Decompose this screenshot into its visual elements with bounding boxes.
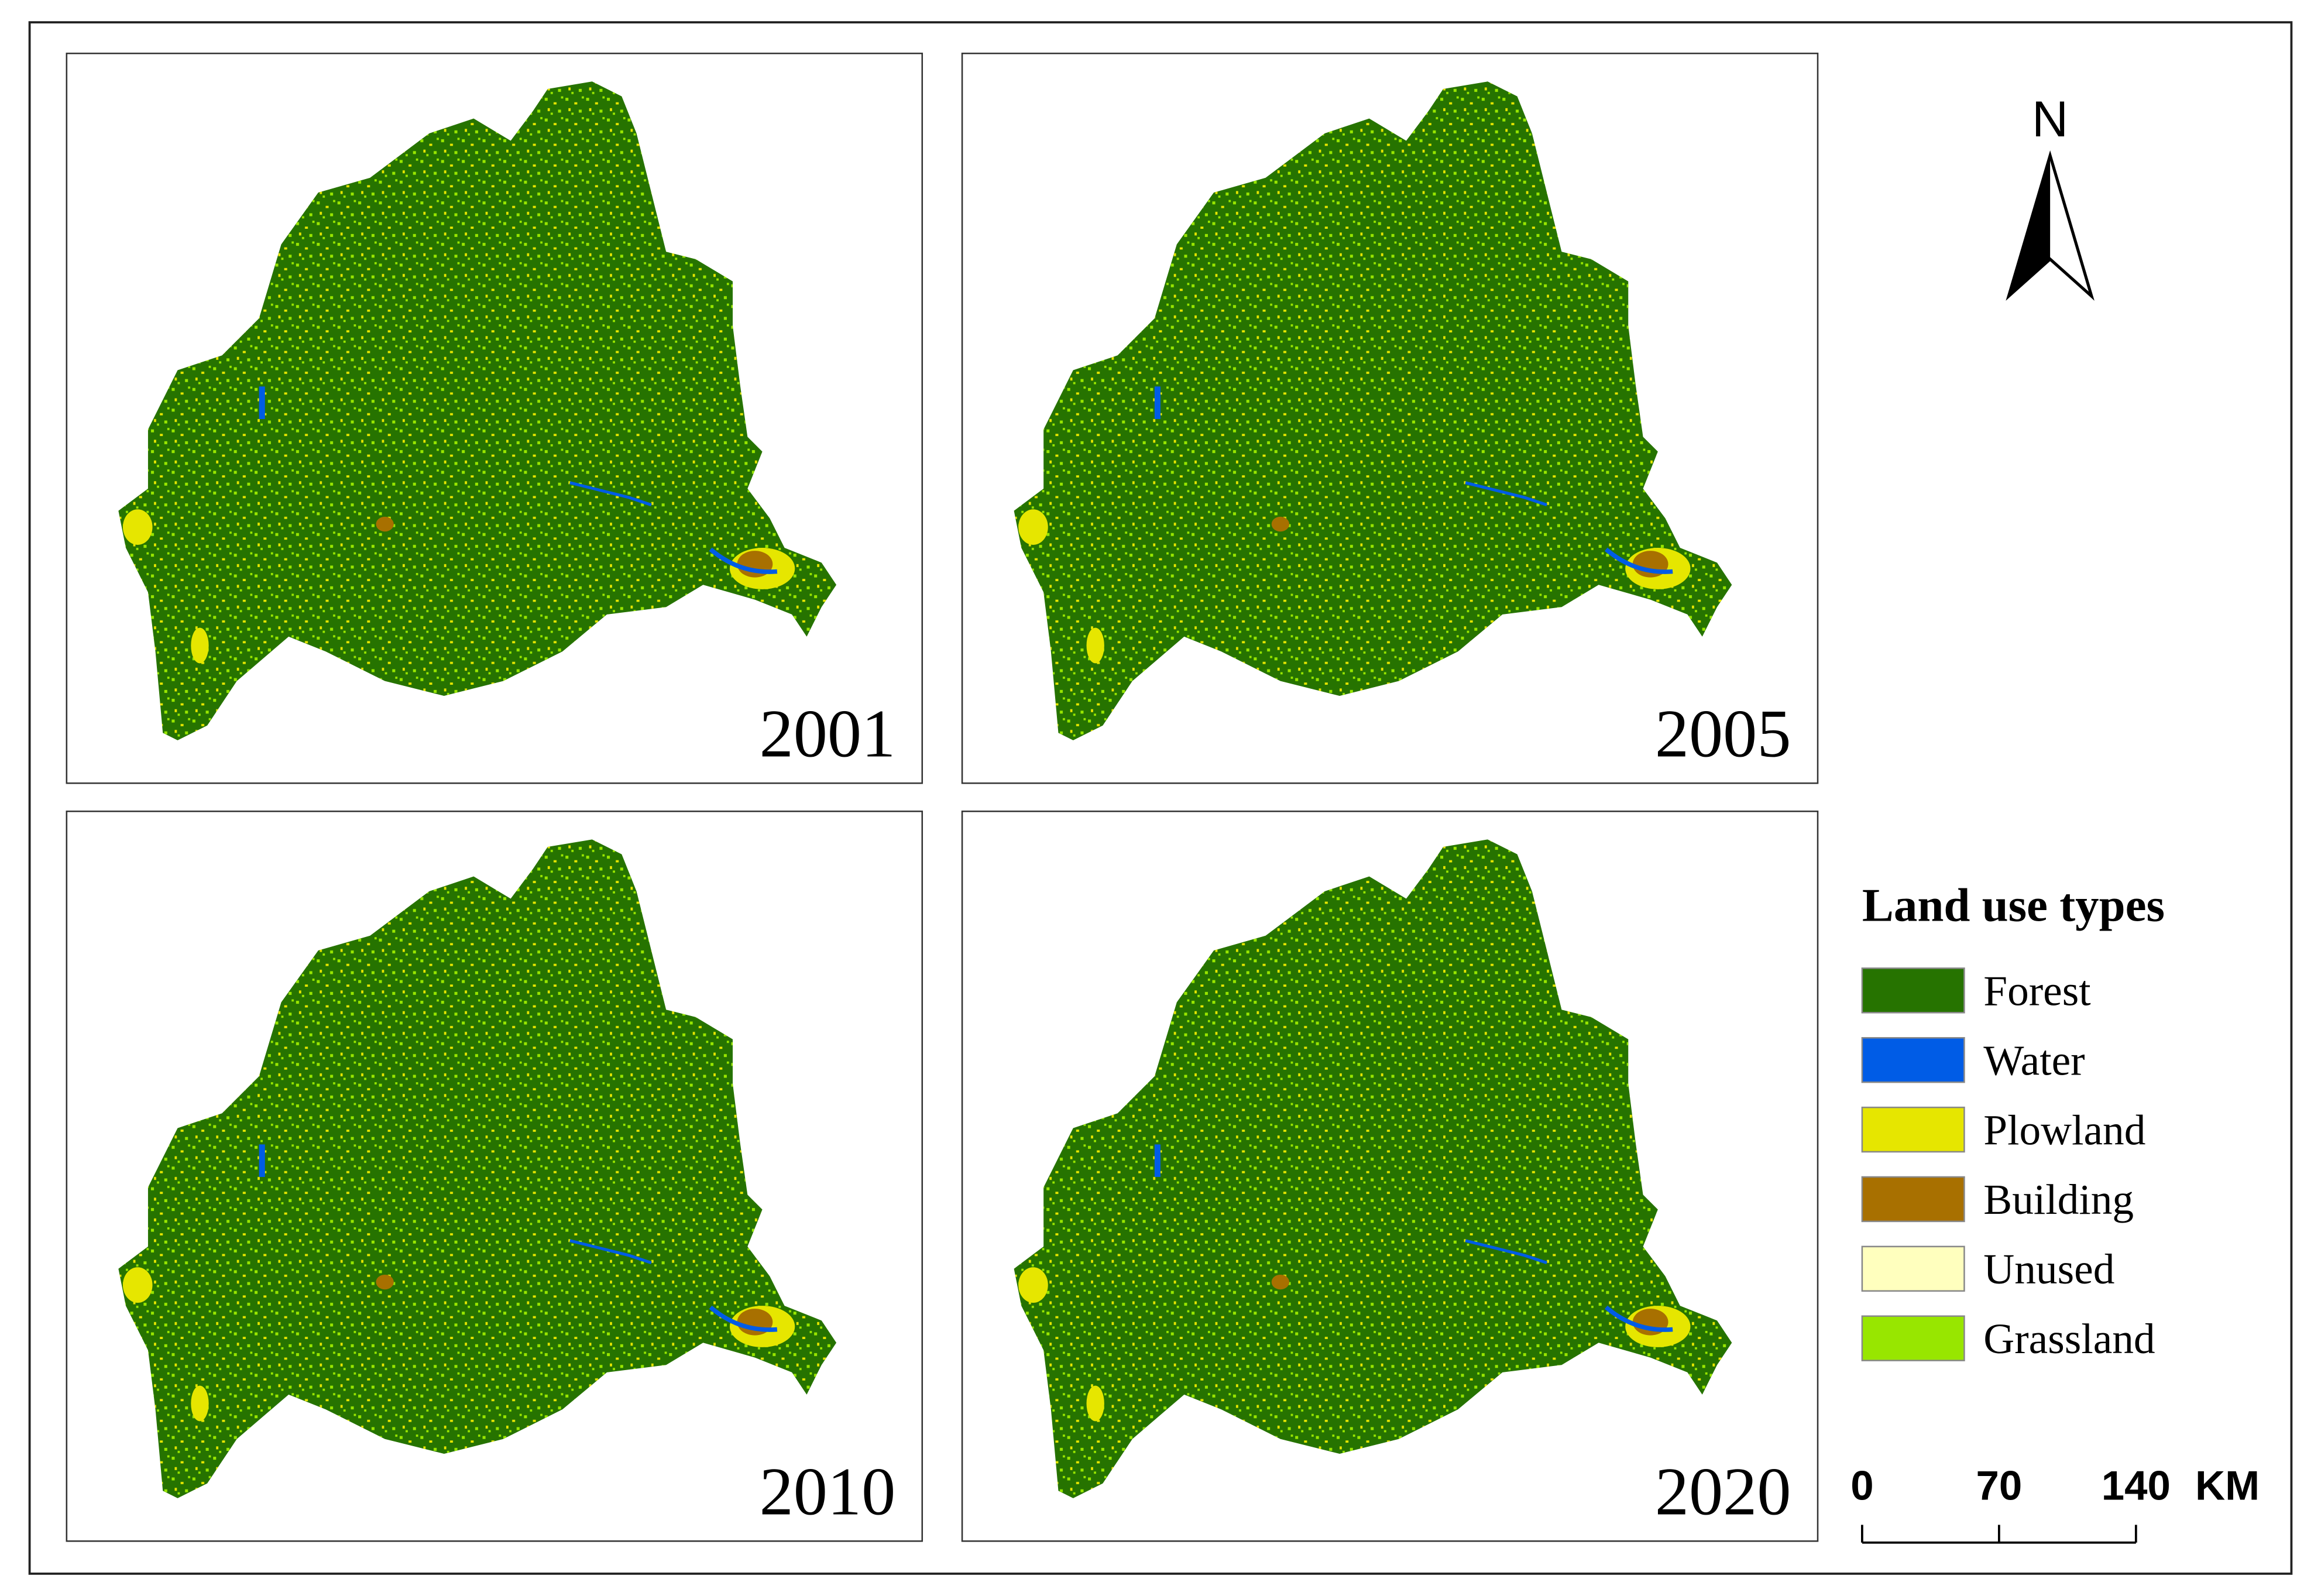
- legend-swatch: [1861, 1315, 1965, 1361]
- legend-swatch: [1861, 1176, 1965, 1223]
- year-label: 2005: [1655, 696, 1791, 772]
- legend-label: Plowland: [1983, 1106, 2145, 1154]
- year-label: 2020: [1655, 1454, 1791, 1530]
- legend-title: Land use types: [1862, 878, 2165, 931]
- figure-border: [28, 21, 2293, 1575]
- north-label: N: [2032, 91, 2068, 147]
- legend-swatch: [1861, 1106, 1965, 1153]
- legend-label: Unused: [1983, 1245, 2114, 1293]
- north-arrow: [2006, 150, 2095, 301]
- map-panel: 2020: [962, 811, 1818, 1541]
- scale-unit: KM: [2195, 1463, 2260, 1509]
- map-panel: 2005: [962, 53, 1818, 783]
- scale-label: 140: [2102, 1463, 2171, 1509]
- map-panel: 2001: [67, 53, 922, 783]
- legend-swatch: [1861, 1036, 1965, 1083]
- year-label: 2010: [760, 1454, 896, 1530]
- year-label: 2001: [760, 696, 896, 772]
- map-panel: 2010: [67, 811, 922, 1541]
- legend-label: Grassland: [1983, 1315, 2155, 1362]
- legend-label: Building: [1983, 1176, 2134, 1223]
- scale-label: 70: [1976, 1463, 2022, 1509]
- scale-label: 0: [1850, 1463, 1873, 1509]
- legend-label: Water: [1983, 1036, 2085, 1084]
- legend-label: Forest: [1983, 967, 2090, 1015]
- legend-swatch: [1861, 967, 1965, 1014]
- legend-swatch: [1861, 1245, 1965, 1292]
